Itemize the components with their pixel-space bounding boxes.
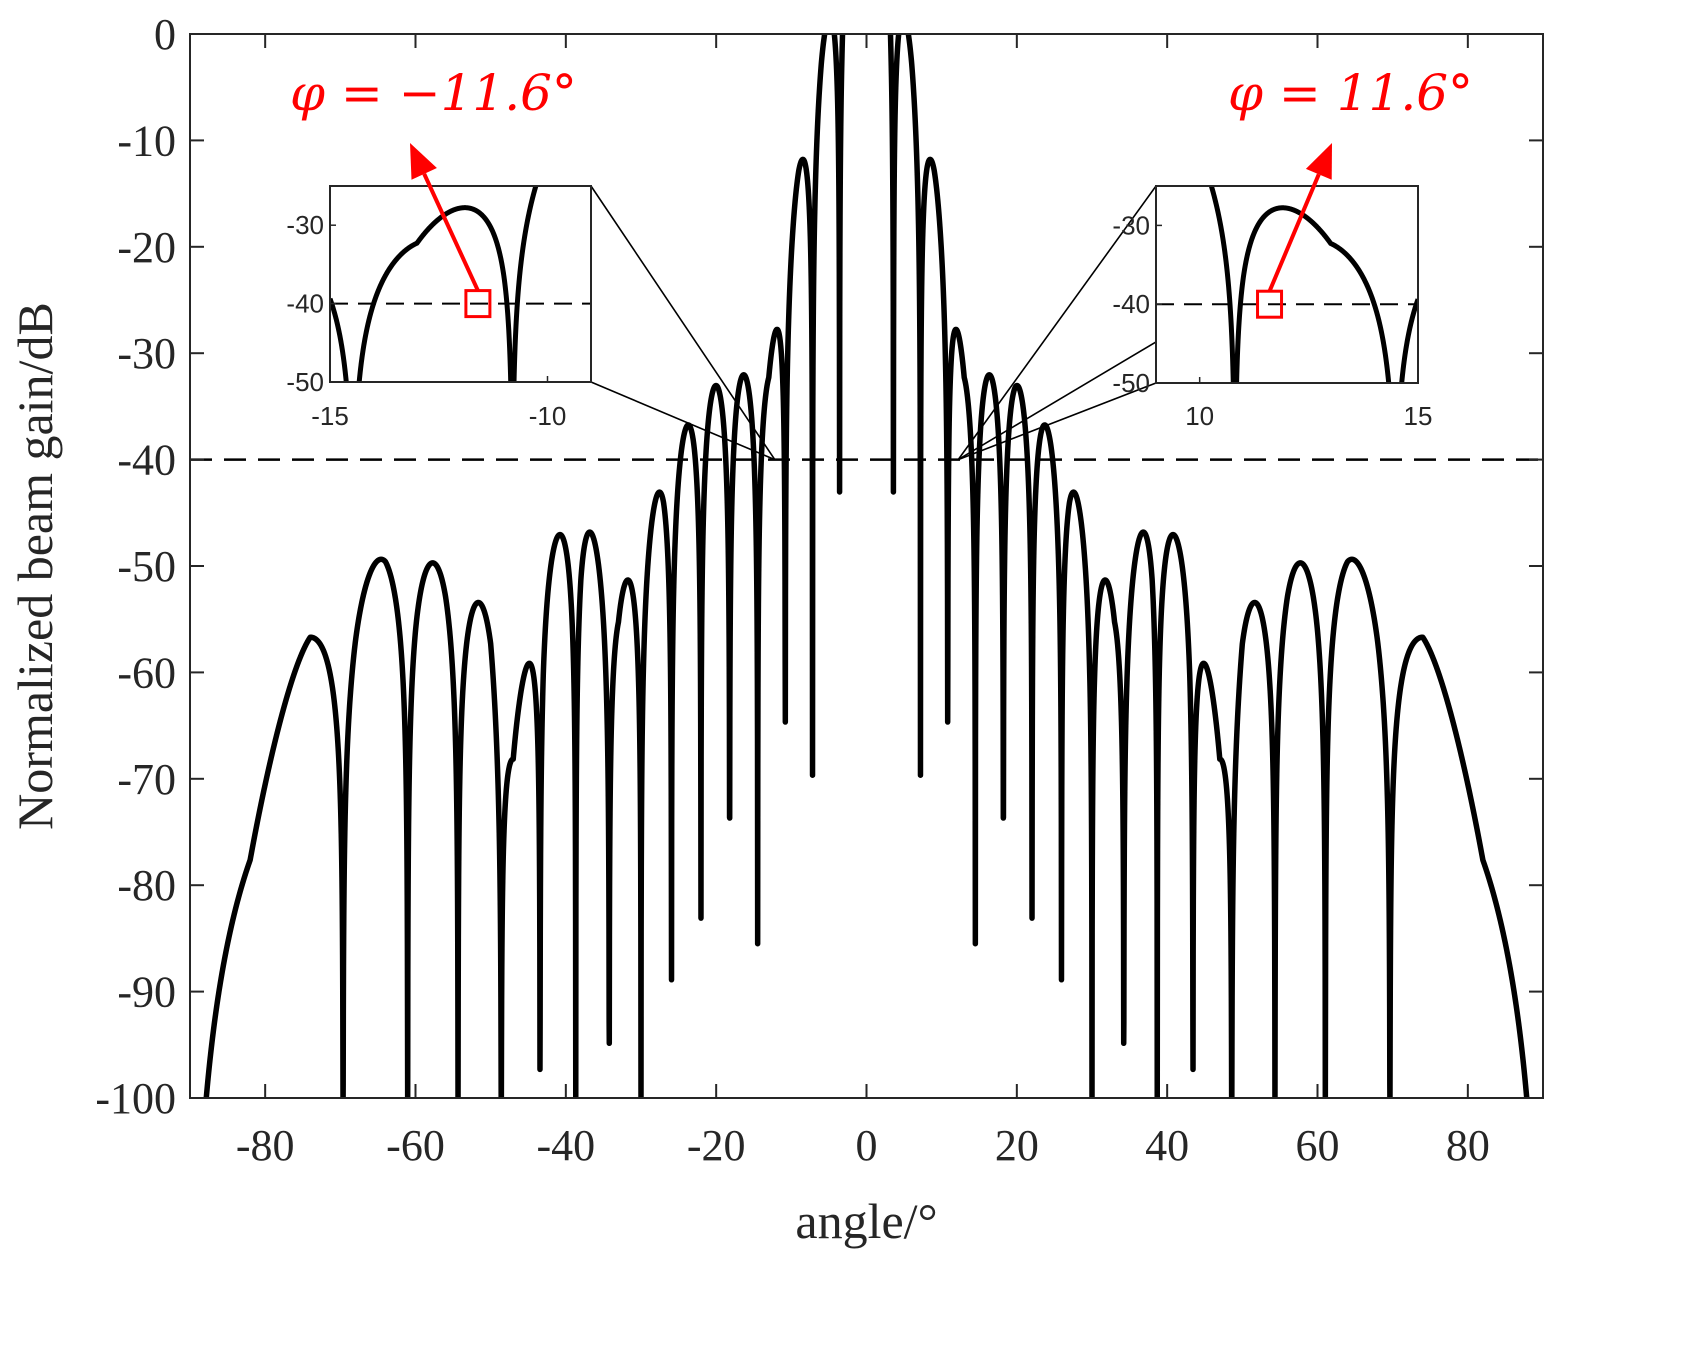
- main-plot-area: -80 -60 -40 -20 0 20 40 60 80 0 -10 -20 -30 -40 -50 -60…: [7, 10, 1544, 1249]
- y-tick-label: -70: [117, 755, 176, 804]
- inset-y-tick-label: -30: [1112, 210, 1150, 240]
- annotation-arrow-head: [1305, 143, 1332, 180]
- x-tick-label: 0: [856, 1121, 878, 1170]
- x-tick-label: -40: [537, 1121, 596, 1170]
- angle-annotation: φ = −11.6°: [290, 64, 577, 122]
- y-tick-label: 0: [154, 10, 176, 59]
- y-tick-label: -20: [117, 223, 176, 272]
- y-tick-label: -10: [117, 116, 176, 165]
- inset-y-tick-label: -30: [286, 210, 324, 240]
- inset-connector: [957, 185, 1157, 461]
- y-tick-label: -30: [117, 329, 176, 378]
- inset-connector: [590, 381, 776, 461]
- inset-x-tick-label: -15: [311, 401, 349, 431]
- zoom-left: -15 -10 -30 -40 -50: [286, 185, 776, 461]
- annotation-arrow-shaft: [1267, 173, 1321, 292]
- inset-x-tick-label: 10: [1185, 401, 1214, 431]
- annotations: φ = −11.6° φ = 11.6°: [290, 64, 1473, 319]
- y-tick-label: -50: [117, 542, 176, 591]
- inset-frame: [329, 185, 592, 383]
- inset-background: [330, 186, 591, 382]
- inset-y-tick-label: -50: [286, 367, 324, 397]
- inset-connector: [590, 185, 776, 461]
- y-tick-label: -100: [95, 1074, 176, 1123]
- beam-pattern-line: [203, 34, 1530, 1098]
- inset-connector: [957, 382, 1157, 461]
- y-tick-label: -40: [117, 436, 176, 485]
- inset-beam-line: [330, 186, 539, 382]
- x-axis-label: angle/°: [795, 1193, 937, 1249]
- x-tick-label: 60: [1296, 1121, 1340, 1170]
- annotation-arrow-head: [410, 143, 437, 180]
- inset-y-tick-label: -40: [286, 289, 324, 319]
- y-axis-label: Normalized beam gain/dB: [7, 302, 63, 830]
- y-tick-label: -60: [117, 648, 176, 697]
- y-tick-label: -90: [117, 968, 176, 1017]
- y-tick-label: -80: [117, 861, 176, 910]
- angle-annotation: φ = 11.6°: [1228, 64, 1473, 122]
- x-tick-label: 20: [995, 1121, 1039, 1170]
- x-tick-label: -20: [687, 1121, 746, 1170]
- x-tick-label: 40: [1145, 1121, 1189, 1170]
- inset-x-tick-label: -10: [529, 401, 567, 431]
- zoom-right: 10 15 -30 -40 -50: [957, 185, 1433, 461]
- inset-plots: -15 -10 -30 -40 -50 10 15 -30 -40 -50: [286, 185, 1433, 461]
- inset-y-tick-label: -40: [1112, 289, 1150, 319]
- inset-beam-line: [1208, 186, 1418, 383]
- x-tick-label: -80: [236, 1121, 295, 1170]
- inset-y-tick-label: -50: [1112, 368, 1150, 398]
- annotation-arrow-shaft: [422, 173, 480, 292]
- x-tick-label: -60: [386, 1121, 445, 1170]
- inset-frame: [1155, 185, 1419, 384]
- x-tick-label: 80: [1446, 1121, 1490, 1170]
- inset-background: [1156, 186, 1418, 383]
- inset-x-tick-label: 15: [1404, 401, 1433, 431]
